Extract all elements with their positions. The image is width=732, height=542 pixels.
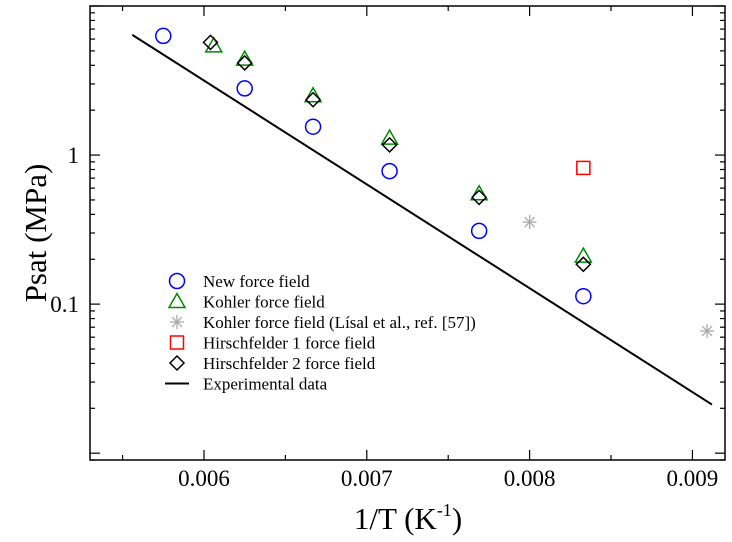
asterisk-point [522, 215, 537, 230]
triangle-point [469, 184, 489, 201]
legend-diamond-symbol [168, 354, 186, 372]
triangle-point [303, 86, 323, 103]
legend-square-symbol [169, 335, 185, 350]
experimental-data-line [131, 34, 713, 406]
legend-label: Kohler force field (Lísal et al., ref. [… [203, 313, 476, 332]
legend: New force field Kohler force fieldKohler … [165, 272, 476, 394]
x-tick-label: 0.008 [504, 466, 556, 491]
x-tick-labels: 0.006 0.007 0.008 0.009 [178, 466, 718, 491]
legend-circle-symbol [168, 272, 186, 290]
circle-point [236, 80, 253, 97]
y-tick-label: 0.1 [50, 292, 79, 317]
plot-area [131, 27, 715, 406]
x-tick-label: 0.006 [178, 466, 230, 491]
x-axis-title-superscript: -1 [437, 500, 452, 520]
legend-label: Experimental data [203, 375, 328, 394]
asterisk-stroke [701, 325, 713, 337]
asterisk-point [700, 324, 715, 339]
square-point [576, 160, 591, 176]
circle-point [381, 162, 398, 180]
circle-point [470, 222, 488, 240]
legend-triangle-symbol [167, 291, 187, 309]
x-tick-label: 0.007 [341, 466, 393, 491]
circle-point [155, 27, 172, 45]
circle-point [304, 118, 322, 135]
x-axis-title-close: ) [452, 501, 462, 536]
x-tick-label: 0.009 [667, 466, 719, 491]
legend-label: Hirschfelder 2 force field [203, 354, 376, 373]
axis-ticks [90, 5, 725, 461]
triangle-point [380, 128, 399, 145]
diamond-point [236, 54, 253, 71]
x-axis-title-main: 1/T (K [354, 501, 438, 536]
diamond-point [202, 34, 219, 51]
circle-point [575, 287, 592, 305]
diamond-point [381, 136, 398, 153]
triangle-point [235, 49, 254, 66]
legend-label: Kohler force field [203, 293, 325, 312]
legend-label: Hirschfelder 1 force field [203, 334, 376, 353]
legend-asterisk-symbol [170, 315, 184, 329]
y-tick-labels: 0.11 [50, 143, 79, 317]
triangle-point [574, 246, 593, 263]
diamond-point [471, 189, 488, 206]
y-tick-label: 1 [68, 143, 80, 168]
asterisk-stroke [524, 216, 536, 228]
legend-label: New force field [203, 272, 310, 291]
asterisk-stroke [171, 316, 183, 328]
triangle-point [204, 36, 224, 53]
x-axis-title: 1/T (K-1) [354, 500, 462, 536]
plot-frame [89, 5, 726, 461]
diamond-point [575, 256, 592, 273]
diamond-point [305, 91, 322, 108]
y-axis-title: Psat (MPa) [18, 164, 53, 303]
